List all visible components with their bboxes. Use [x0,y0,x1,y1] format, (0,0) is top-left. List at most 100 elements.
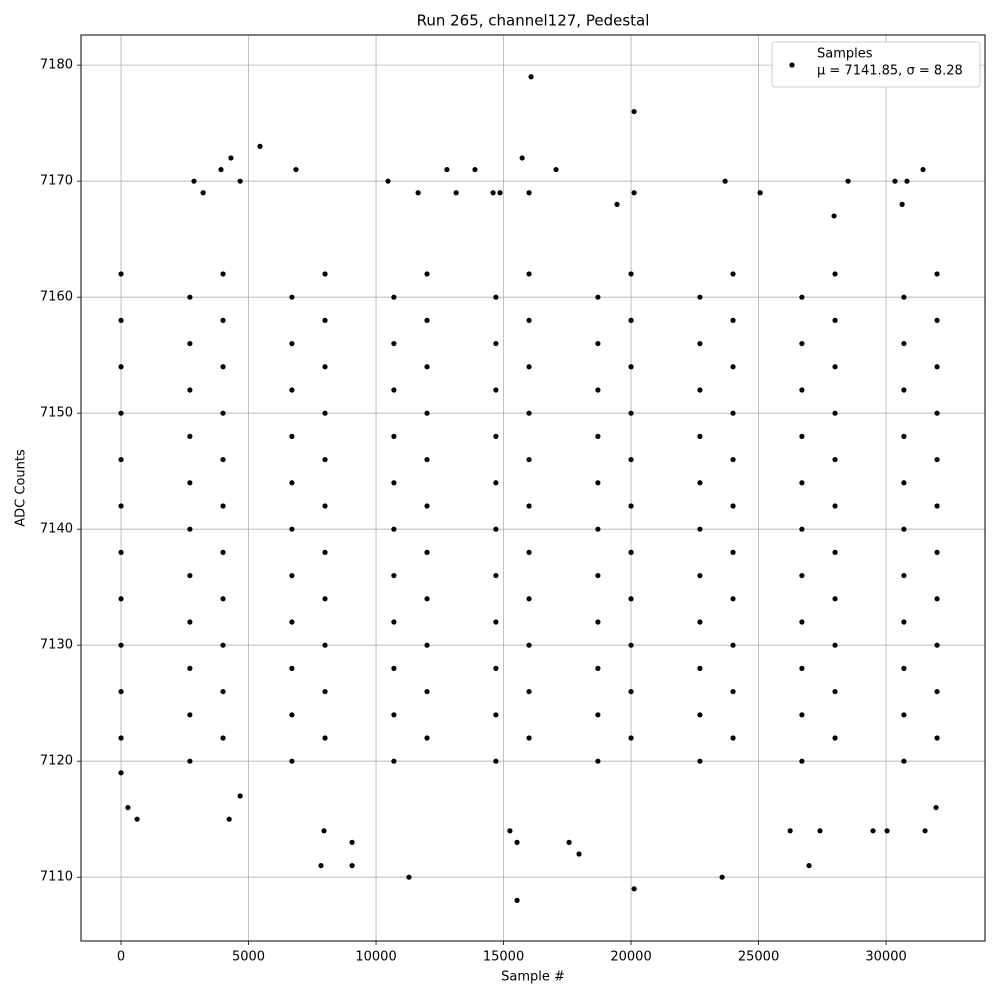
x-axis-label: Sample # [501,970,565,985]
point [730,271,736,277]
point [595,665,601,671]
point [391,294,397,300]
point [424,271,430,277]
point [730,549,736,555]
point [832,364,838,370]
point [901,340,907,347]
point [831,213,837,219]
point [293,166,299,173]
x-tick-label: 10000 [355,950,396,965]
point [697,433,703,439]
point [191,178,197,184]
point [322,271,328,277]
point [934,642,940,648]
point [118,770,124,776]
point [453,190,459,196]
point [628,642,634,648]
point [934,549,940,555]
point [697,665,703,671]
point [322,317,328,323]
point [757,190,763,196]
point [391,433,397,439]
point [321,828,327,834]
point [118,271,124,277]
point [187,572,193,579]
point [697,294,703,300]
point [730,503,736,509]
point [514,839,520,845]
point [385,178,391,184]
point [118,735,124,741]
point [220,688,226,695]
point [424,642,430,648]
point [118,642,124,648]
point [799,619,805,625]
point [845,178,851,184]
point [118,364,124,370]
point [697,340,703,347]
point [493,619,499,625]
point [289,712,295,718]
point [349,862,355,869]
point [901,572,907,579]
point [884,828,890,834]
point [257,143,263,149]
point [493,433,499,439]
point [220,456,226,463]
x-tick-label: 30000 [865,950,906,965]
point [187,619,193,625]
point [493,572,499,579]
y-tick-label: 7140 [40,522,73,537]
x-tick-label: 20000 [610,950,651,965]
point [187,340,193,347]
point [237,793,243,799]
point [322,364,328,370]
point [493,340,499,347]
point [799,433,805,439]
point [799,712,805,718]
point [187,294,193,300]
point [870,828,876,834]
point [526,642,532,648]
point [904,178,910,184]
point [628,456,634,463]
point [187,712,193,718]
point [200,190,206,196]
point [901,619,907,625]
point [730,456,736,463]
legend-note: μ = 7141.85, σ = 8.28 [817,64,963,79]
point [424,317,430,323]
point [526,456,532,463]
point [697,480,703,486]
point [799,526,805,532]
point [832,549,838,555]
point [799,480,805,486]
point [187,665,193,671]
point [787,828,793,834]
point [289,758,295,764]
point [934,364,940,370]
point [628,549,634,555]
point [730,735,736,741]
point [424,410,430,416]
point [799,340,805,347]
point [507,828,513,834]
point [697,387,703,393]
point [595,480,601,486]
point [832,735,838,741]
point [289,526,295,532]
point [424,549,430,555]
point [322,456,328,463]
point [289,433,295,439]
point [118,596,124,602]
point [519,155,525,161]
y-tick-label: 7180 [40,58,73,73]
point [934,596,940,602]
point [493,526,499,532]
point [799,294,805,300]
point [934,688,940,695]
point [595,433,601,439]
point [322,503,328,509]
point [628,596,634,602]
point [220,317,226,323]
